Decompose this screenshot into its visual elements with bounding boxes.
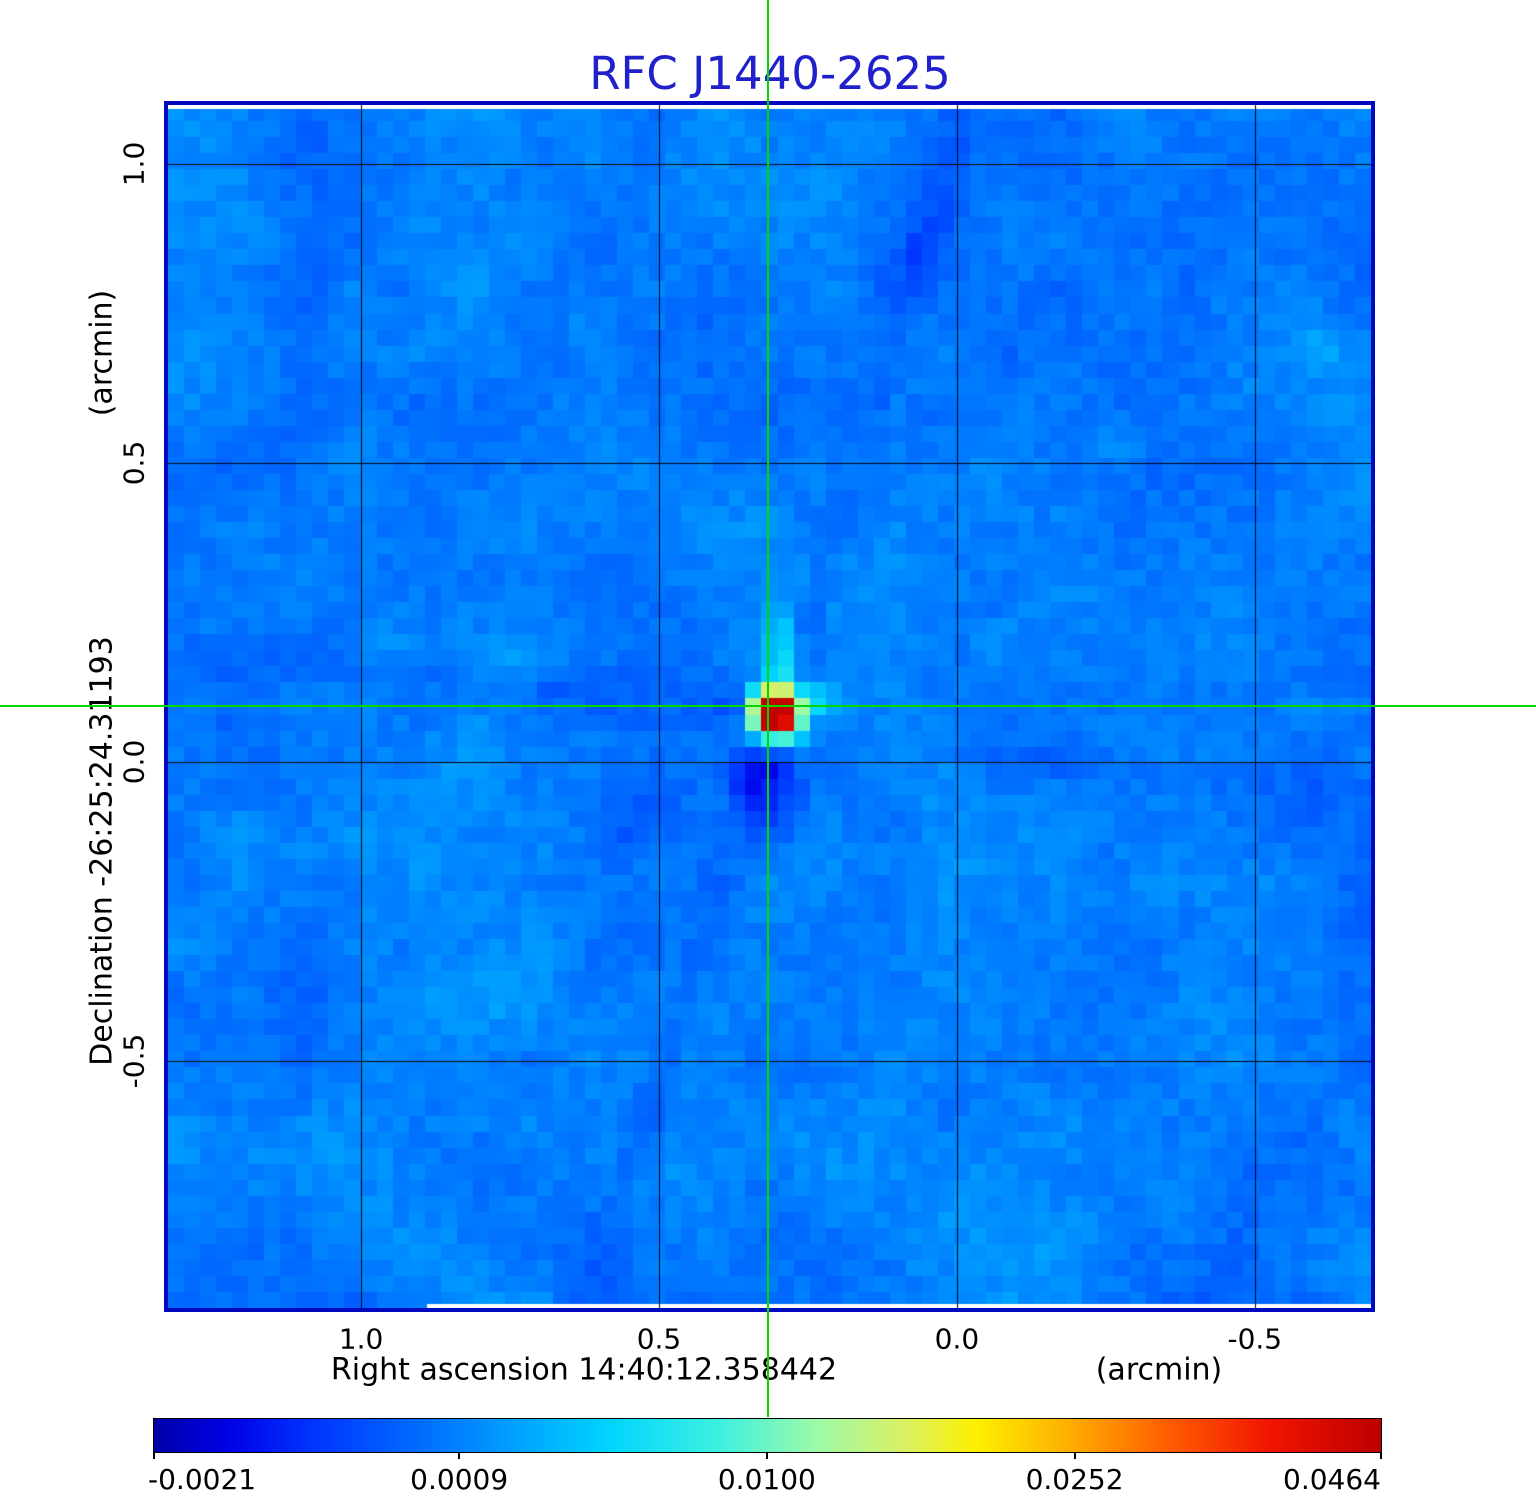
colorbar-tick-mark (153, 1452, 155, 1459)
colorbar-tick-label: 0.0464 (1283, 1463, 1381, 1496)
y-tick-label: 0.5 (117, 440, 151, 486)
colorbar-tick-mark (1073, 1452, 1076, 1459)
y-axis-unit: (arcmin) (84, 289, 120, 417)
colorbar-tick-mark (765, 1452, 768, 1459)
colorbar-tick-mark (1380, 1452, 1382, 1459)
colorbar-tick-label: 0.0009 (410, 1463, 509, 1496)
colorbar (153, 1418, 1382, 1453)
x-tick-label: 0.5 (636, 1322, 682, 1356)
crosshair-vertical-line (767, 0, 769, 1417)
colorbar-tick-mark (458, 1452, 461, 1459)
y-tick-label: 0.0 (117, 739, 151, 785)
y-axis-title: Declination -26:25:24.31193 (84, 636, 120, 1066)
x-axis-title: Right ascension 14:40:12.358442 (330, 1352, 838, 1388)
colorbar-gradient (154, 1419, 1381, 1452)
colorbar-tick-label: 0.0100 (717, 1463, 816, 1496)
x-tick-label: -0.5 (1227, 1322, 1283, 1356)
x-tick-label: 1.0 (338, 1322, 384, 1356)
y-tick-label: -0.5 (117, 1033, 151, 1089)
x-axis-unit: (arcmin) (1095, 1352, 1223, 1388)
figure-title: RFC J1440-2625 (589, 47, 951, 100)
colorbar-tick-label: 0.0252 (1025, 1463, 1124, 1496)
x-tick-label: 0.0 (934, 1322, 980, 1356)
colorbar-tick-label: -0.0021 (148, 1463, 257, 1496)
y-tick-label: 1.0 (117, 141, 151, 187)
